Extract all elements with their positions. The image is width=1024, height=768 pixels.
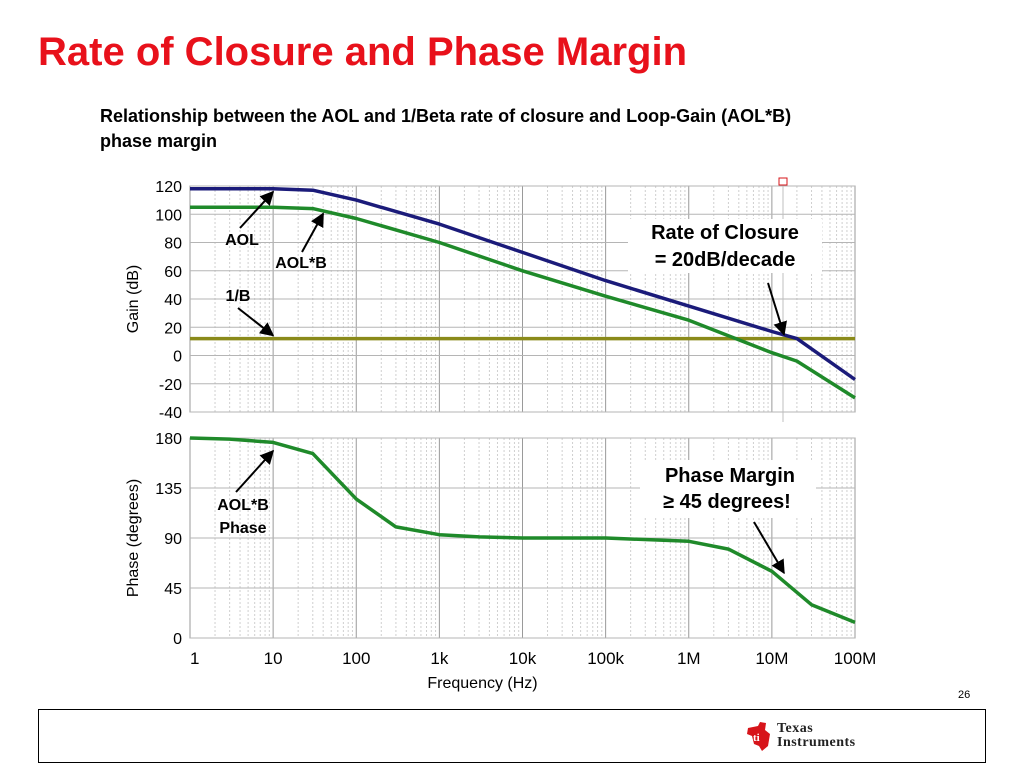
gain-y-tick-label: 60 xyxy=(164,264,182,281)
phase-y-tick-label: 135 xyxy=(155,481,182,498)
annotation-roc-arrow xyxy=(767,282,787,336)
footer-box xyxy=(38,709,986,763)
annotation-pm-line2: ≥ 45 degrees! xyxy=(663,491,791,513)
slide-title: Rate of Closure and Phase Margin xyxy=(38,30,688,74)
phase-y-tick-label: 90 xyxy=(164,531,182,548)
brand-line-1: Texas xyxy=(777,721,814,736)
annotation-roc-line1: Rate of Closure xyxy=(651,222,799,244)
annotation-aolb-label: AOL*B xyxy=(275,255,327,272)
brand-name: Texas Instruments xyxy=(777,722,856,750)
x-tick-label: 10 xyxy=(264,649,283,668)
annotation-pm-arrow xyxy=(753,521,785,575)
phase-y-axis-label: Phase (degrees) xyxy=(125,479,142,597)
annotation-beta-label: 1/B xyxy=(226,288,251,305)
gain-y-tick-label: 80 xyxy=(164,236,182,253)
annotation-roc-line2: = 20dB/decade xyxy=(655,249,796,271)
annotation-aol-label: AOL xyxy=(225,232,259,249)
gain-y-tick-label: -40 xyxy=(159,405,182,422)
annotation-phase-arrow xyxy=(235,449,275,493)
gain-y-tick-label: 0 xyxy=(173,349,182,366)
x-tick-label: 100 xyxy=(342,649,370,668)
brand-line-2: Instruments xyxy=(777,735,856,750)
aolb-series-line xyxy=(190,205,856,400)
x-tick-label: 10M xyxy=(755,649,788,668)
gain-y-tick-label: 120 xyxy=(155,179,182,196)
page-number: 26 xyxy=(958,689,971,701)
svg-text:ti: ti xyxy=(753,732,760,744)
gain-y-tick-label: -20 xyxy=(159,377,182,394)
x-axis-label: Frequency (Hz) xyxy=(427,675,537,692)
annotation-beta-arrow xyxy=(237,307,275,337)
annotation-aol-arrow xyxy=(239,190,275,229)
annotation-roc-box xyxy=(628,219,822,273)
slide-subtitle: Relationship between the AOL and 1/Beta … xyxy=(100,106,792,151)
phase-y-tick-label: 0 xyxy=(173,631,182,648)
x-tick-label: 1 xyxy=(190,649,199,668)
annotation-aolb-arrow xyxy=(301,212,325,253)
x-tick-label: 10k xyxy=(509,649,537,668)
phase-y-tick-label: 45 xyxy=(164,581,182,598)
gain-y-tick-label: 100 xyxy=(155,207,182,224)
x-tick-label: 100M xyxy=(834,649,877,668)
annotation-pm-box xyxy=(640,460,816,518)
gain-y-axis-label: Gain (dB) xyxy=(125,265,142,333)
chart-marker-icon xyxy=(778,177,788,186)
phase-series-line xyxy=(189,436,856,625)
x-tick-label: 1M xyxy=(677,649,701,668)
annotation-phase-label-line2: Phase xyxy=(219,520,266,537)
x-tick-label: 1k xyxy=(430,649,448,668)
gain-y-tick-label: 20 xyxy=(164,320,182,337)
annotation-pm-line1: Phase Margin xyxy=(665,465,795,487)
phase-y-tick-label: 180 xyxy=(155,431,182,448)
annotation-phase-label-line1: AOL*B xyxy=(217,497,269,514)
gain-y-tick-label: 40 xyxy=(164,292,182,309)
x-tick-label: 100k xyxy=(587,649,624,668)
texas-instruments-logo-icon: ti xyxy=(747,722,770,751)
